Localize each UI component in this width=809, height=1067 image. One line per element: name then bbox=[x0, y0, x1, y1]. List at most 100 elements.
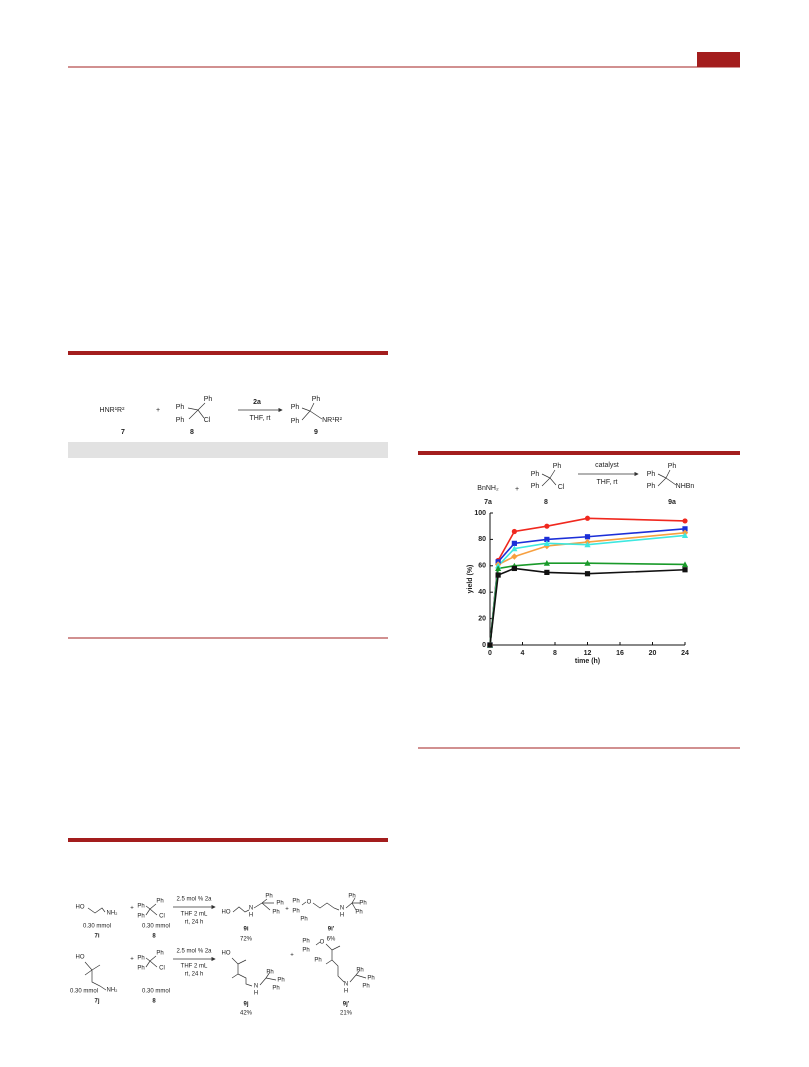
scheme-label: + bbox=[130, 906, 134, 912]
scheme-label: Ph bbox=[137, 904, 144, 910]
scheme-label: Ph bbox=[265, 894, 272, 900]
scheme-label: + bbox=[156, 407, 160, 414]
scheme-label: 9 bbox=[314, 429, 318, 436]
scheme-label: Ph bbox=[266, 970, 273, 976]
axis-frame bbox=[489, 513, 685, 646]
header-tab bbox=[697, 52, 740, 67]
scheme-label: BnNH₂ bbox=[477, 485, 499, 492]
data-point bbox=[682, 518, 688, 524]
x-tick-label: 4 bbox=[521, 650, 525, 657]
x-tick-label: 20 bbox=[649, 650, 657, 657]
scheme-label: 2.5 mol % 2a bbox=[176, 897, 212, 903]
y-tick-label: 40 bbox=[478, 589, 486, 596]
data-point bbox=[544, 523, 550, 529]
data-point bbox=[487, 642, 493, 648]
scheme-label: Ph bbox=[647, 483, 656, 490]
x-axis-label: time (h) bbox=[575, 658, 600, 665]
y-tick-label: 100 bbox=[474, 510, 486, 517]
scheme-label: Ph bbox=[137, 956, 144, 962]
scheme-label: Ph bbox=[367, 976, 374, 982]
scheme-label: 9i bbox=[243, 927, 248, 933]
scheme-label: O bbox=[307, 900, 312, 906]
scheme-label: 7i bbox=[94, 934, 99, 940]
scheme-label: HNR¹R² bbox=[100, 407, 126, 414]
data-point bbox=[511, 553, 518, 560]
scheme-label: 42% bbox=[240, 1011, 253, 1017]
data-point bbox=[544, 536, 550, 542]
scheme-label: NHBn bbox=[676, 483, 695, 490]
scheme-label: Ph bbox=[359, 901, 366, 907]
x-tick-label: 8 bbox=[553, 650, 557, 657]
scheme-label: 6% bbox=[327, 937, 336, 943]
scheme-label: 9j bbox=[243, 1002, 248, 1008]
data-point bbox=[511, 528, 517, 535]
scheme-label: Ph bbox=[272, 910, 279, 916]
figure-rule bbox=[418, 451, 740, 455]
scheme-label: Ph bbox=[156, 899, 163, 905]
scheme-label: Ph bbox=[272, 986, 279, 992]
scheme-label: Ph bbox=[291, 418, 300, 425]
scheme-label: H bbox=[340, 913, 344, 919]
scheme-label: Ph bbox=[348, 894, 355, 900]
x-tick-label: 16 bbox=[616, 650, 624, 657]
scheme-label: 0.30 mmol bbox=[142, 924, 170, 930]
scheme-label: Ph bbox=[302, 939, 309, 945]
scheme-label: NH₂ bbox=[107, 988, 119, 994]
scheme-label: Ph bbox=[355, 910, 362, 916]
scheme-label: Ph bbox=[312, 396, 321, 403]
scheme-label: rt, 24 h bbox=[185, 920, 204, 926]
scheme-label: THF, rt bbox=[597, 479, 618, 486]
data-point bbox=[495, 572, 501, 578]
scheme-label: HO bbox=[222, 951, 231, 957]
scheme-label: + bbox=[285, 907, 289, 913]
data-point bbox=[681, 532, 689, 539]
data-point bbox=[584, 541, 591, 548]
y-tick-label: 60 bbox=[478, 563, 486, 570]
scheme-label: THF 2 mL bbox=[181, 912, 208, 918]
scheme-label: 72% bbox=[240, 937, 253, 943]
scheme-label: Ph bbox=[137, 914, 144, 920]
scheme-label: N bbox=[340, 906, 344, 912]
scheme-label: Ph bbox=[300, 917, 307, 923]
scheme-label: THF, rt bbox=[250, 415, 271, 422]
scheme-label: rt, 24 h bbox=[185, 972, 204, 978]
scheme-label: Ph bbox=[302, 948, 309, 954]
table-header bbox=[68, 442, 388, 458]
scheme-label: Ph bbox=[553, 463, 562, 470]
scheme-label: 7 bbox=[121, 429, 125, 436]
scheme-label: Ph bbox=[156, 951, 163, 957]
scheme-label: H bbox=[344, 989, 348, 995]
scheme-label: 21% bbox=[340, 1011, 353, 1017]
scheme-label: 2.5 mol % 2a bbox=[176, 949, 212, 955]
data-point bbox=[495, 565, 502, 572]
data-point bbox=[682, 526, 688, 532]
scheme-label: H bbox=[249, 913, 253, 919]
data-point bbox=[584, 571, 591, 577]
scheme-label: Cl bbox=[159, 914, 165, 920]
scheme-label: + bbox=[130, 957, 134, 963]
scheme-label: Ph bbox=[277, 978, 284, 984]
scheme-label: 9j' bbox=[343, 1002, 350, 1008]
scheme-label: N bbox=[249, 906, 253, 912]
scheme-label: Ph bbox=[292, 909, 299, 915]
scheme-label: 8 bbox=[152, 999, 156, 1005]
scheme-label: 0.30 mmol bbox=[70, 989, 98, 995]
scheme-label: 0.30 mmol bbox=[142, 989, 170, 995]
scheme-label: N bbox=[254, 984, 258, 990]
scheme-2-bonds bbox=[541, 469, 677, 487]
scheme-label: O bbox=[320, 940, 325, 946]
data-point bbox=[511, 545, 518, 552]
data-point bbox=[511, 540, 517, 546]
scheme-label: Ph bbox=[668, 463, 677, 470]
scheme-rule bbox=[68, 351, 388, 355]
scheme-label: Ph bbox=[176, 404, 185, 411]
scheme-label: Ph bbox=[137, 966, 144, 972]
scheme-label: 9i' bbox=[328, 927, 335, 933]
scheme-label: Ph bbox=[362, 984, 369, 990]
scheme-label: N bbox=[344, 982, 348, 988]
scheme-label: Ph bbox=[292, 899, 299, 905]
scheme-1-bonds bbox=[187, 402, 323, 421]
data-point bbox=[544, 569, 550, 575]
